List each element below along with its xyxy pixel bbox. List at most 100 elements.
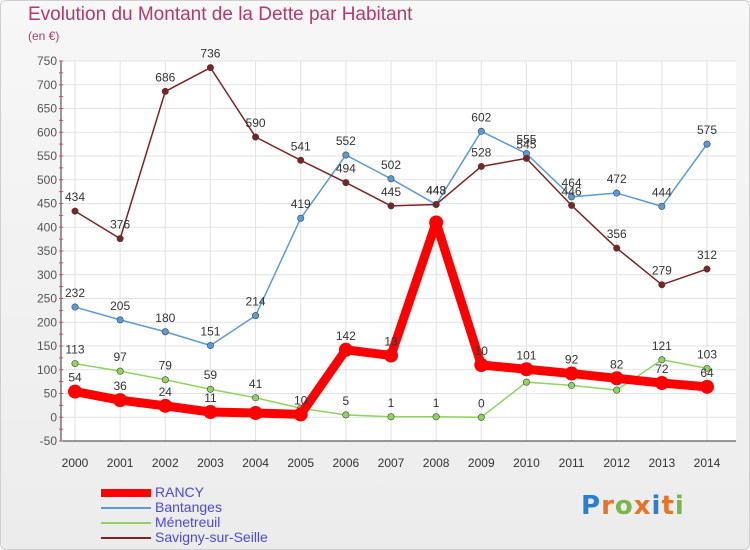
legend-swatch <box>101 522 151 524</box>
data-point <box>474 358 489 372</box>
data-label: 82 <box>610 357 624 371</box>
data-point <box>252 133 260 141</box>
x-tick-label: 2002 <box>152 456 179 470</box>
proxiti-logo: Proxiti <box>581 491 685 521</box>
x-tick-label: 2010 <box>513 456 540 470</box>
x-tick-label: 2007 <box>378 456 405 470</box>
data-label: 575 <box>697 123 717 137</box>
y-tick-label: 400 <box>37 220 57 234</box>
data-point <box>477 413 485 421</box>
y-tick-label: 300 <box>37 268 57 282</box>
data-point <box>564 366 579 381</box>
data-label: 545 <box>516 137 536 151</box>
data-point <box>522 154 530 162</box>
data-point <box>568 201 576 209</box>
logo-letter: o <box>614 491 634 521</box>
data-label: 205 <box>110 299 130 313</box>
data-label: 142 <box>336 329 356 343</box>
x-tick-label: 2006 <box>333 456 360 470</box>
y-tick-label: 0 <box>50 410 57 424</box>
y-tick-label: 600 <box>37 125 57 139</box>
legend-swatch <box>101 507 151 509</box>
data-point <box>432 200 440 208</box>
data-label: 10 <box>294 393 308 407</box>
data-label: 59 <box>204 368 218 382</box>
y-tick-label: 750 <box>37 54 57 68</box>
data-point <box>293 407 308 422</box>
data-label: 472 <box>607 172 627 186</box>
data-label: 445 <box>381 185 401 199</box>
data-label: 541 <box>291 139 311 153</box>
logo-letter: x <box>633 491 652 521</box>
data-label: 1 <box>433 396 440 410</box>
data-point <box>703 140 711 148</box>
data-label: 279 <box>652 264 672 278</box>
data-label: 121 <box>652 339 672 353</box>
chart-title: Evolution du Montant de la Dette par Hab… <box>28 4 413 25</box>
data-label: 1 <box>388 396 395 410</box>
data-point <box>658 356 666 364</box>
logo-letter: i <box>674 491 685 521</box>
data-label: 552 <box>336 134 356 148</box>
x-tick-label: 2013 <box>649 456 676 470</box>
data-label: 686 <box>155 70 175 84</box>
x-tick-label: 2005 <box>287 456 314 470</box>
data-point <box>342 411 350 419</box>
y-tick-label: 150 <box>37 339 57 353</box>
x-tick-label: 2004 <box>242 456 269 470</box>
data-label: 113 <box>65 343 84 357</box>
data-label: 54 <box>68 371 82 385</box>
data-label: 103 <box>697 347 717 361</box>
y-tick-label: 250 <box>37 292 57 306</box>
data-label: 376 <box>110 218 130 232</box>
y-tick-label: 650 <box>37 102 57 116</box>
data-label: 528 <box>471 145 491 159</box>
data-label: 590 <box>246 116 266 130</box>
data-label: 36 <box>113 379 127 393</box>
data-label: 602 <box>471 110 491 124</box>
x-tick-label: 2011 <box>559 456 585 470</box>
data-point <box>158 398 173 413</box>
data-point <box>387 413 395 421</box>
x-tick-label: 2012 <box>603 456 630 470</box>
data-point <box>206 385 214 393</box>
data-point <box>609 371 624 386</box>
data-point <box>338 342 353 357</box>
y-tick-label: 350 <box>37 244 57 258</box>
y-tick-label: 450 <box>37 197 57 211</box>
y-tick-label: 550 <box>37 149 57 163</box>
data-point <box>654 376 669 391</box>
data-point <box>116 316 124 324</box>
data-point <box>703 364 711 372</box>
data-label: 64 <box>700 366 714 380</box>
data-label: 92 <box>565 353 579 367</box>
legend-label: Ménetreuil <box>155 514 221 530</box>
data-label: 736 <box>200 47 220 61</box>
y-tick-label: 200 <box>37 315 57 329</box>
chart-subtitle: (en €) <box>28 29 60 43</box>
data-point <box>703 265 711 273</box>
legend-label: RANCY <box>155 484 205 500</box>
legend-swatch <box>101 537 151 539</box>
x-tick-label: 2000 <box>62 456 89 470</box>
data-point <box>161 376 169 384</box>
x-tick-label: 2009 <box>468 456 495 470</box>
data-point <box>477 162 485 170</box>
x-tick-label: 2001 <box>107 456 134 470</box>
data-label: 13 <box>384 335 398 349</box>
x-tick-label: 2003 <box>197 456 224 470</box>
data-label: 494 <box>336 162 356 176</box>
data-label: 502 <box>381 158 401 172</box>
data-point <box>700 379 714 394</box>
data-label: 180 <box>155 311 175 325</box>
data-point <box>658 281 666 289</box>
data-point <box>71 207 79 215</box>
data-point <box>384 348 398 363</box>
data-label: 214 <box>246 295 266 309</box>
data-point <box>71 303 79 311</box>
y-tick-label: 100 <box>37 363 57 377</box>
data-point <box>68 384 82 399</box>
data-point <box>161 328 169 336</box>
data-label: 232 <box>65 286 85 300</box>
